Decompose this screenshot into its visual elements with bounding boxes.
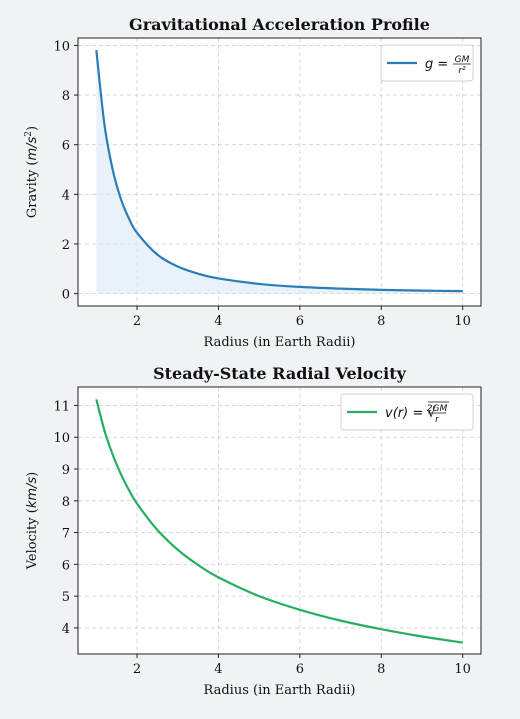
y-tick-label: 0 (62, 288, 70, 303)
chart-title: Gravitational Acceleration Profile (129, 15, 430, 34)
x-axis-label: Radius (in Earth Radii) (204, 683, 356, 698)
y-tick-label: 8 (62, 89, 70, 104)
legend-box (380, 44, 474, 82)
x-tick-label: 2 (133, 314, 141, 329)
x-tick-label: 6 (296, 314, 304, 329)
legend-label: g = (425, 57, 448, 72)
x-tick-label: 8 (377, 662, 385, 677)
y-tick-label: 10 (53, 431, 70, 446)
chart-title: Steady-State Radial Velocity (153, 364, 406, 383)
x-tick-label: 6 (296, 662, 304, 677)
y-tick-label: 6 (62, 558, 70, 573)
x-tick-label: 4 (214, 662, 222, 677)
y-tick-label: 8 (62, 495, 70, 510)
y-tick-label: 9 (62, 463, 70, 478)
y-tick-label: 2 (62, 238, 70, 253)
y-tick-label: 7 (62, 527, 70, 542)
y-tick-label: 6 (62, 139, 70, 154)
axes-frame (77, 386, 482, 655)
plot-area (78, 387, 481, 654)
x-tick-label: 10 (454, 314, 471, 329)
legend-denominator: r² (458, 66, 466, 76)
series-line (95, 399, 463, 644)
legend-numerator: 2GM (427, 404, 448, 414)
x-axis-label: Radius (in Earth Radii) (204, 335, 356, 350)
x-tick-label: 2 (133, 662, 141, 677)
y-axis-label: Velocity (km/s) (25, 472, 40, 571)
y-tick-label: 5 (62, 590, 70, 605)
series-line (95, 50, 463, 293)
series-area-fill (96, 50, 463, 294)
x-tick-label: 10 (454, 662, 471, 677)
legend-numerator: GM (455, 55, 470, 65)
legend-box (340, 393, 474, 431)
x-tick-label: 4 (214, 314, 222, 329)
legend-label: v(r) = √ (385, 406, 436, 421)
y-tick-label: 10 (53, 39, 70, 54)
legend-denominator: r (435, 415, 440, 425)
x-tick-label: 8 (377, 314, 385, 329)
axes-frame (77, 37, 482, 307)
y-tick-label: 11 (53, 399, 70, 414)
y-axis-label: Gravity (m/s2) (24, 126, 40, 218)
y-tick-label: 4 (62, 622, 70, 637)
y-tick-label: 4 (62, 188, 70, 203)
